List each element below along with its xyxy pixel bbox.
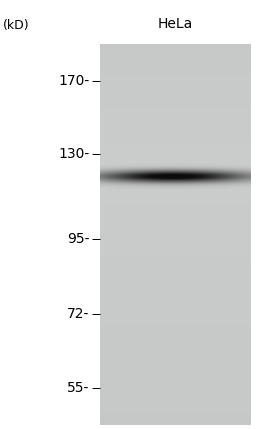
Text: 95-: 95- — [67, 232, 90, 246]
Text: (kD): (kD) — [3, 19, 29, 32]
Text: 55-: 55- — [67, 381, 90, 395]
Text: 170-: 170- — [58, 74, 90, 88]
Text: 72-: 72- — [67, 308, 90, 321]
Text: HeLa: HeLa — [158, 17, 193, 31]
Text: 130-: 130- — [58, 147, 90, 161]
